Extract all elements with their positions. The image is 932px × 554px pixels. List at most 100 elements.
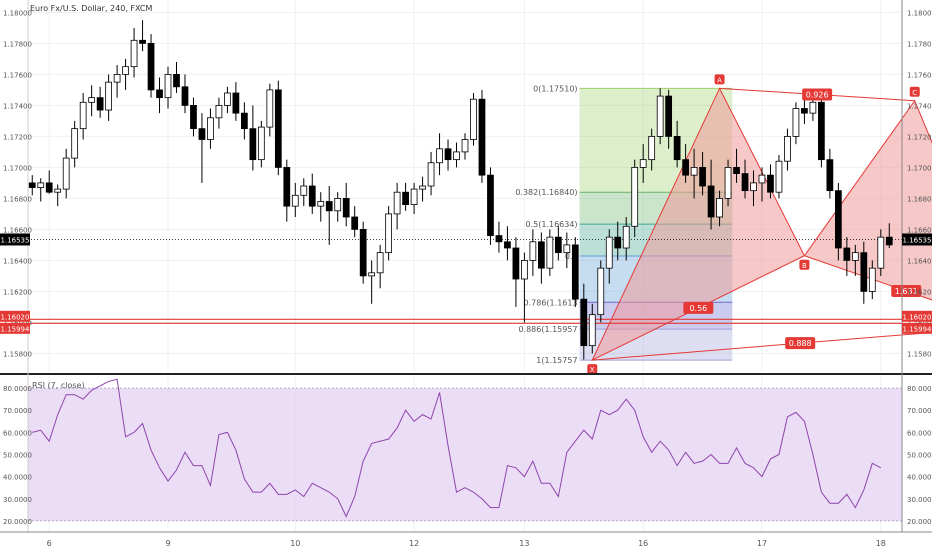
time-tick-label: 17 — [757, 539, 767, 548]
ratio-label: 1.631 — [895, 287, 918, 296]
price-tick-label-left: 1.16600 — [3, 226, 32, 234]
candle-body — [334, 197, 342, 212]
rsi-tick-label-left: 80.0000 — [3, 385, 32, 393]
candle-body — [588, 314, 596, 347]
price-tick-label-right: 1.16600 — [907, 226, 932, 234]
candle-body — [504, 241, 511, 249]
candle-body — [707, 185, 715, 218]
candle-body — [207, 117, 214, 140]
candle-body — [291, 194, 299, 207]
ratio-label: 0.56 — [689, 304, 707, 313]
candle-body — [784, 135, 791, 162]
price-tick-label-left: 1.17800 — [3, 40, 32, 48]
price-tick-label-left: 1.16200 — [3, 288, 32, 296]
rsi-tick-label-right: 50.0000 — [907, 452, 932, 460]
candle-body — [351, 216, 359, 230]
candle-body — [88, 97, 96, 103]
ratio-label-box — [891, 285, 922, 298]
candle-body — [826, 159, 834, 192]
candle-body — [860, 252, 868, 292]
rsi-tick-label-right: 40.0000 — [907, 474, 932, 482]
ratio-label: 0.926 — [806, 91, 829, 100]
candle-body — [113, 74, 121, 83]
candle-body — [249, 128, 257, 161]
price-tick-label-left: 1.17400 — [3, 102, 32, 110]
candle-body — [767, 174, 774, 193]
pattern-point-box — [587, 364, 598, 375]
candle-body — [376, 252, 384, 274]
ratio-label-box — [683, 301, 714, 314]
pattern-point-label: X — [590, 366, 595, 374]
fib-level-label: 0.382(1.16840) — [515, 188, 577, 197]
candle-body — [385, 213, 393, 254]
candle-body — [45, 182, 53, 193]
candle-body — [71, 128, 79, 159]
candle-body — [54, 188, 62, 193]
candle-body — [325, 201, 333, 212]
price-tick-label-left: 1.17600 — [3, 71, 32, 79]
pattern-point-label: A — [717, 76, 722, 84]
candle-body — [470, 98, 477, 140]
candle-body — [478, 98, 486, 176]
candle-body — [130, 39, 138, 68]
fib-level-label: 1(1.15757 — [536, 356, 577, 365]
candle-body — [342, 197, 350, 218]
candle-body — [690, 166, 698, 176]
candle-body — [359, 228, 367, 277]
candle-body — [724, 166, 732, 199]
candle-body — [96, 97, 104, 111]
candle-body — [156, 89, 163, 99]
candle-body — [274, 89, 282, 168]
candle-body — [461, 139, 469, 153]
time-tick-label: 13 — [519, 539, 529, 548]
candle-body — [368, 272, 376, 277]
candle-body — [580, 298, 588, 347]
candle-body — [427, 162, 435, 187]
price-tick-label-right: 1.15800 — [907, 350, 932, 358]
candle-body — [241, 112, 248, 130]
candle-body — [741, 173, 749, 192]
price-tick-label-left: 1.17000 — [3, 164, 32, 172]
candle-body — [495, 235, 503, 243]
current-price-tag-left — [0, 233, 30, 246]
level-price-tag-left — [0, 310, 30, 322]
candle-body — [173, 74, 180, 88]
candle-body — [232, 92, 240, 114]
price-tick-label-right: 1.17000 — [907, 164, 932, 172]
price-tick-label-right: 1.18000 — [907, 9, 932, 17]
ratio-label: 0.888 — [789, 339, 812, 348]
pattern-point-box — [714, 74, 725, 85]
candle-body — [419, 185, 426, 190]
price-tick-label-right: 1.17600 — [907, 71, 932, 79]
ratio-label-box — [802, 88, 833, 101]
price-tick-label-right: 1.17400 — [907, 102, 932, 110]
candle-body — [699, 166, 706, 187]
candle-body — [682, 159, 689, 176]
rsi-tick-label-left: 70.0000 — [3, 407, 32, 415]
level-price-label-left: 1.15994 — [1, 325, 30, 333]
candle-body — [512, 247, 520, 280]
level-price-label-right: 1.15994 — [903, 325, 932, 333]
fib-level-label: 0(1.17510) — [533, 84, 577, 93]
candle-body — [190, 105, 197, 130]
candle-body — [122, 66, 129, 75]
rsi-tick-label-left: 20.0000 — [3, 518, 32, 526]
candle-body — [597, 267, 605, 316]
candle-body — [537, 241, 545, 269]
candle-body — [639, 159, 647, 168]
time-tick-label: 6 — [47, 539, 52, 548]
candle-body — [622, 225, 630, 249]
price-tick-label-right: 1.16800 — [907, 195, 932, 203]
candle-body — [851, 252, 859, 261]
candle-body — [750, 182, 757, 192]
candle-body — [453, 151, 460, 161]
pattern-point-label: C — [912, 89, 917, 97]
rsi-tick-label-left: 50.0000 — [3, 452, 32, 460]
rsi-line — [32, 378, 882, 518]
chart-title: Euro Fx/U.S. Dollar, 240, FXCM — [30, 4, 153, 13]
price-tick-label-left: 1.15800 — [3, 350, 32, 358]
level-price-tag-left — [0, 322, 30, 334]
pattern-point-box — [909, 86, 920, 97]
candle-body — [164, 74, 172, 99]
